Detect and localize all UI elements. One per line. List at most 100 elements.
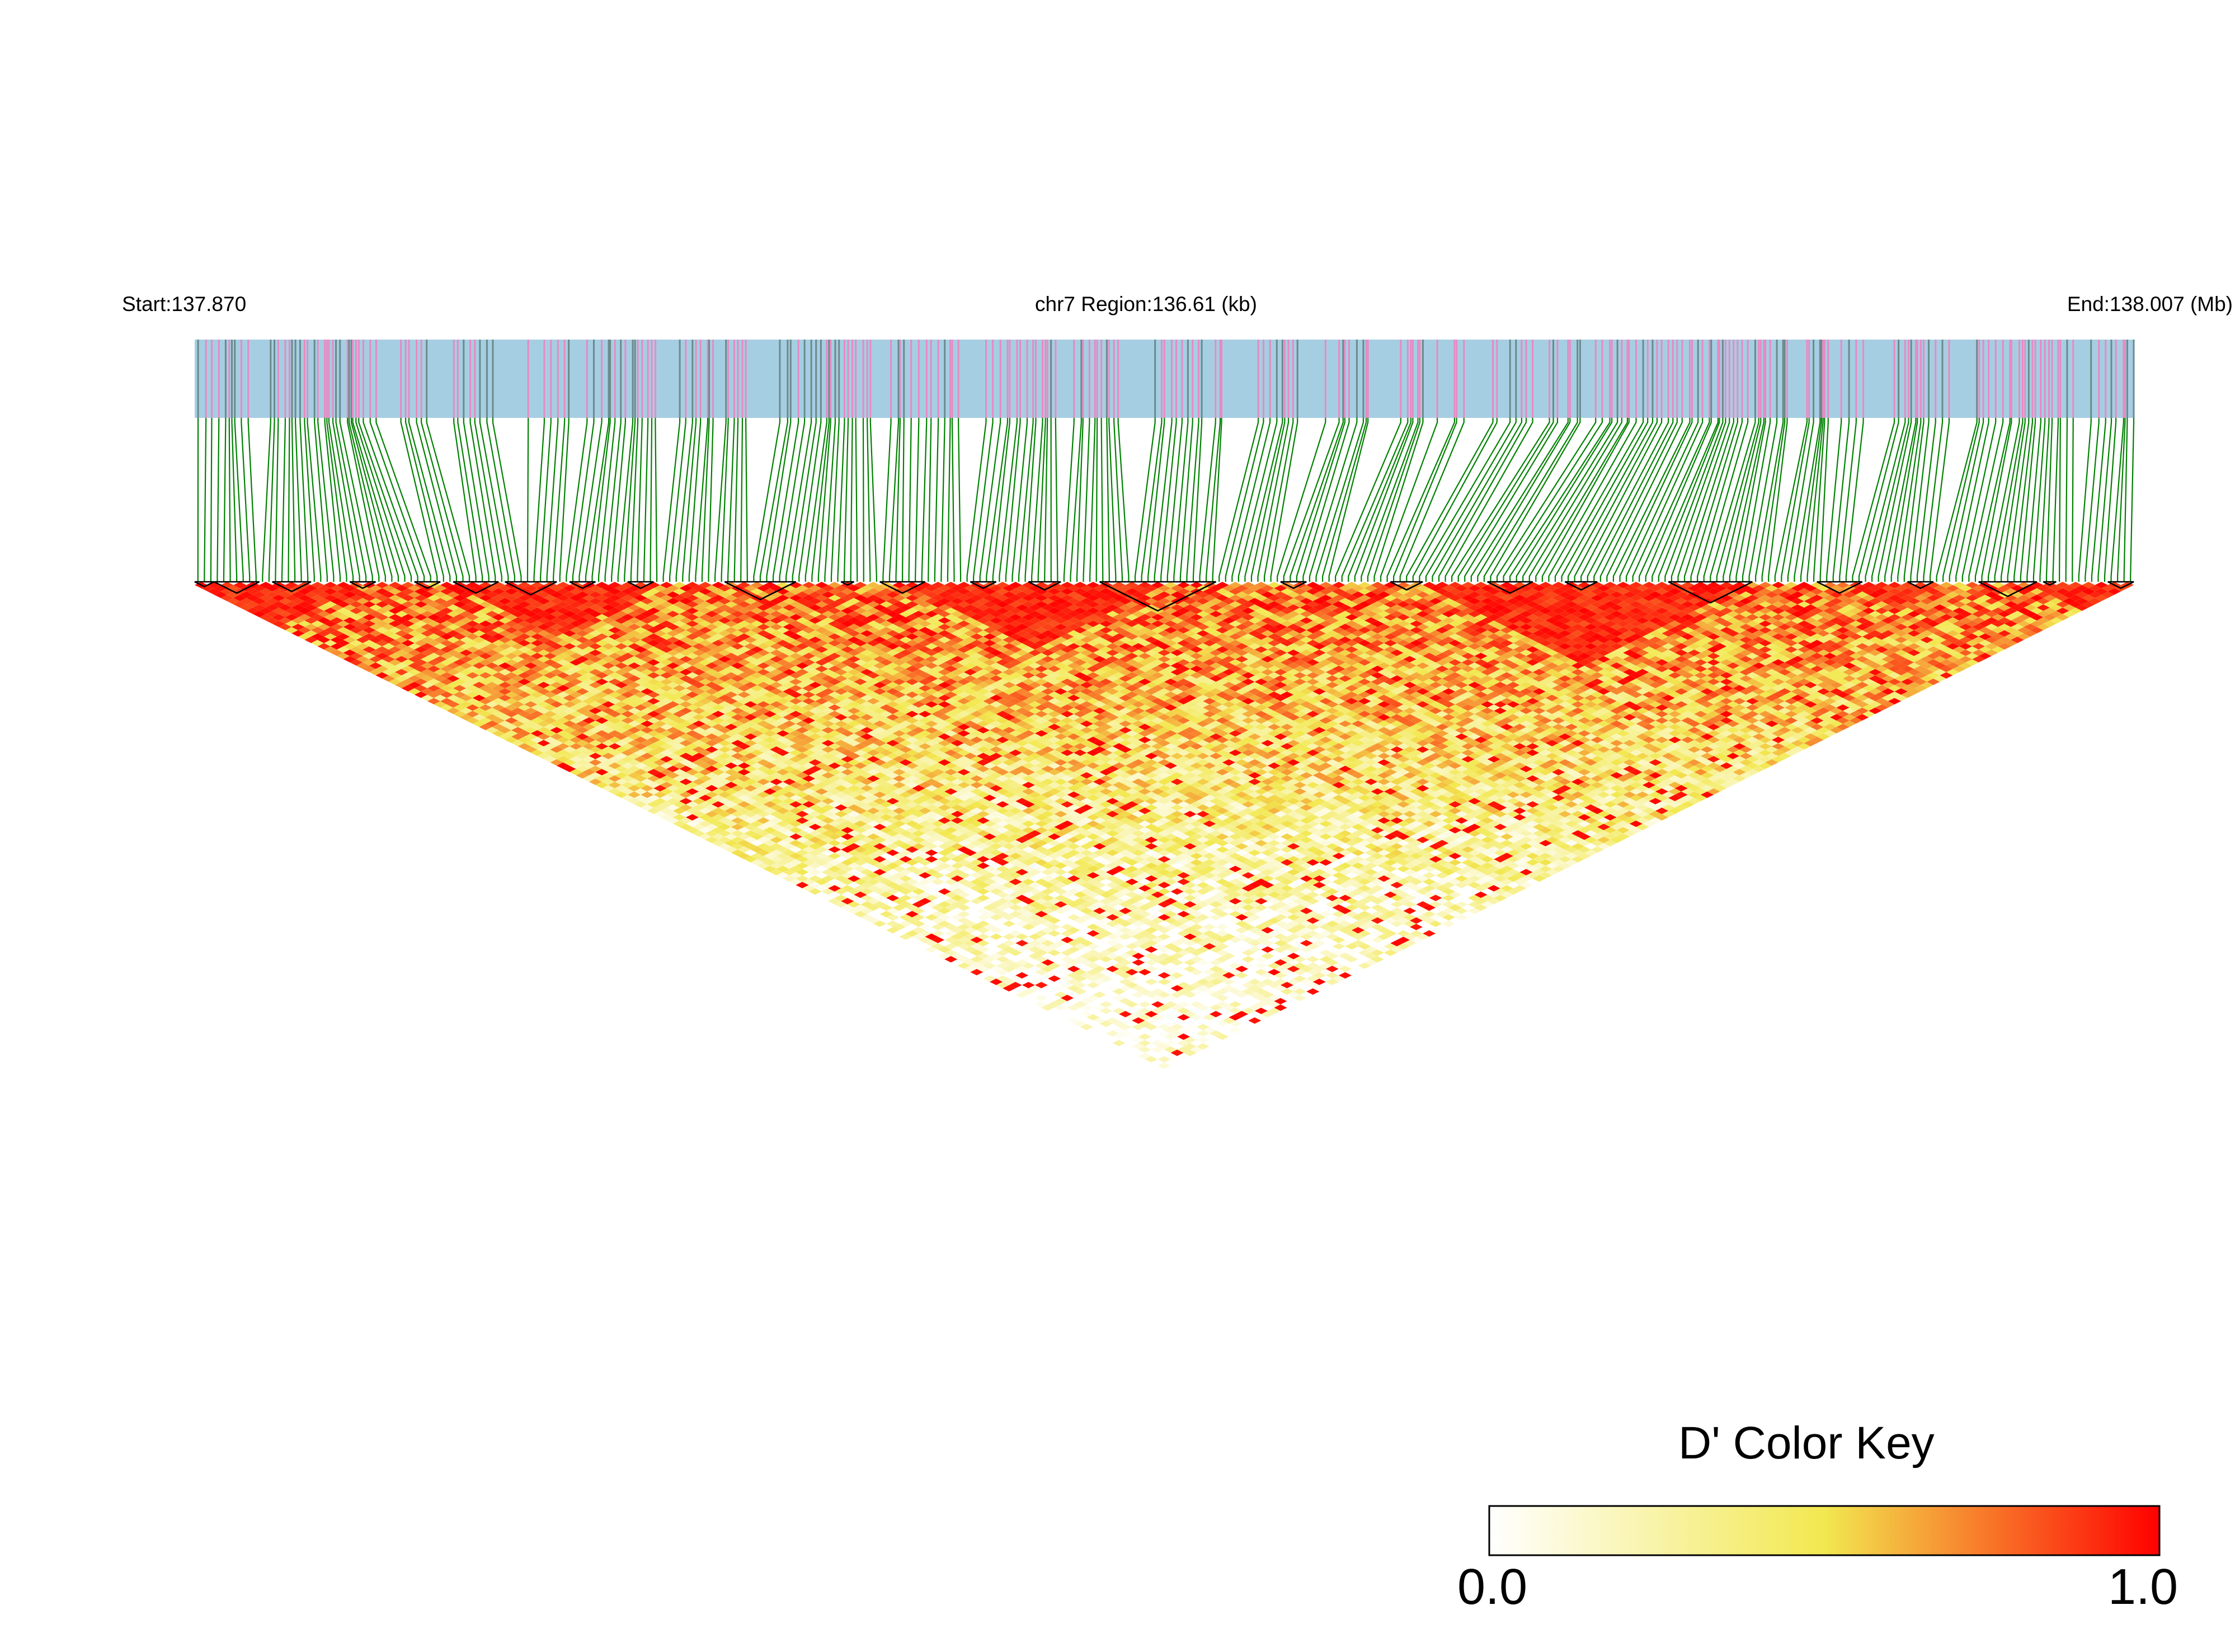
ld-cell — [1074, 911, 1087, 917]
ld-cell — [1067, 882, 1080, 888]
ld-cell — [750, 827, 764, 834]
ld-cell — [1067, 940, 1080, 947]
ld-cell — [873, 791, 887, 798]
ld-cell — [1003, 836, 1016, 844]
ld-cell — [1248, 1017, 1262, 1024]
ld-cell — [1235, 978, 1249, 985]
ld-cell — [970, 962, 984, 969]
ld-cell — [227, 597, 240, 605]
ld-cell — [614, 656, 628, 663]
ld-cell — [1177, 956, 1191, 963]
ld-cell — [854, 801, 867, 808]
ld-cell — [963, 953, 977, 959]
ld-cell — [692, 798, 705, 804]
ld-cell — [1164, 930, 1178, 937]
ld-cell — [1034, 911, 1048, 917]
ld-cell — [731, 830, 745, 837]
ld-cell — [905, 917, 919, 924]
ld-cell — [343, 617, 356, 624]
ld-cell — [757, 772, 770, 779]
ld-cell — [815, 788, 829, 795]
ld-cell — [563, 656, 576, 663]
ld-cell — [770, 791, 783, 798]
ld-cell — [641, 681, 654, 689]
ld-cell — [996, 943, 1009, 950]
ld-cell — [854, 794, 867, 802]
ld-cell — [873, 888, 887, 895]
ld-cell — [970, 943, 984, 950]
ld-cell — [847, 791, 860, 798]
ld-cell — [1067, 895, 1080, 901]
ld-cell — [595, 698, 609, 705]
ld-cell — [641, 701, 654, 708]
ld-cell — [860, 907, 874, 914]
snp-connector — [1496, 418, 1597, 582]
ld-cell — [672, 775, 686, 782]
ld-cell — [1138, 904, 1151, 911]
ld-cell — [479, 588, 492, 595]
ld-cell — [886, 920, 900, 928]
ld-cell — [821, 798, 835, 804]
ld-cell — [854, 782, 867, 789]
snp-connector — [1677, 418, 1730, 582]
ld-cell — [802, 814, 816, 821]
ld-cell — [1196, 1043, 1210, 1050]
ld-cell — [1034, 956, 1048, 963]
ld-cell — [666, 746, 680, 753]
ld-cell — [796, 798, 809, 804]
ld-cell — [886, 907, 900, 914]
ld-cell — [783, 798, 796, 804]
ld-cell — [666, 740, 680, 747]
ld-cell — [763, 801, 777, 808]
ld-cell — [808, 849, 822, 856]
ld-cell — [666, 811, 680, 817]
ld-cell — [1177, 1039, 1191, 1047]
ld-cell — [672, 782, 686, 789]
ld-cell — [608, 736, 622, 743]
ld-cell — [731, 791, 745, 798]
ld-cell — [666, 791, 680, 798]
ld-cell — [931, 885, 945, 892]
ld-cell — [763, 820, 777, 827]
ld-cell — [879, 917, 893, 924]
ld-cell — [712, 820, 725, 827]
ld-cell — [1080, 946, 1093, 953]
snp-connector — [708, 418, 714, 582]
ld-cell — [918, 936, 932, 943]
ld-cell — [938, 830, 951, 837]
ld-cell — [479, 672, 492, 679]
ld-cell — [692, 714, 705, 721]
ld-cell — [582, 736, 596, 743]
snp-connector — [1832, 418, 1850, 582]
ld-cell — [744, 765, 757, 773]
ld-cell — [628, 785, 641, 792]
ld-cell — [821, 811, 835, 817]
snp-connector — [733, 418, 739, 582]
ld-cell — [628, 714, 641, 721]
ld-cell — [621, 691, 634, 698]
ld-cell — [808, 759, 822, 766]
ld-cell — [628, 707, 641, 714]
ld-cell — [608, 775, 622, 782]
ld-cell — [737, 775, 751, 782]
ld-cell — [1086, 885, 1100, 892]
ld-cell — [621, 730, 634, 737]
ld-cell — [692, 675, 705, 682]
ld-cell — [589, 752, 602, 760]
ld-cell — [996, 936, 1009, 943]
ld-cell — [815, 872, 829, 879]
ld-cell — [1158, 966, 1171, 972]
ld-cell — [899, 927, 912, 934]
ld-cell — [1112, 891, 1126, 898]
snp-connector — [940, 418, 945, 582]
ld-cell — [867, 807, 880, 815]
ld-cell — [647, 652, 660, 660]
ld-cell — [976, 843, 990, 850]
ld-cell — [621, 736, 634, 743]
ld-cell — [938, 823, 951, 831]
ld-cell — [944, 859, 958, 866]
ld-cell — [963, 901, 977, 908]
ld-cell — [847, 759, 860, 766]
ld-cell — [802, 743, 816, 750]
ld-cell — [1080, 985, 1093, 992]
